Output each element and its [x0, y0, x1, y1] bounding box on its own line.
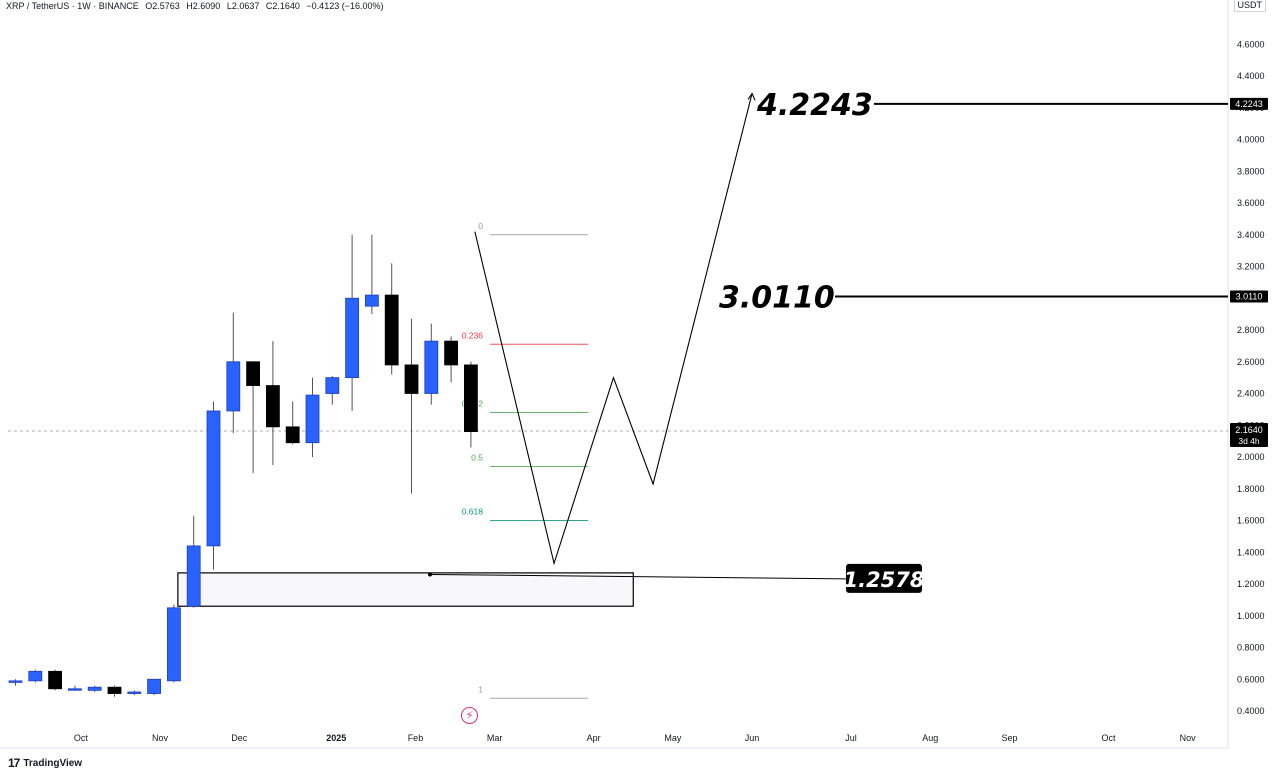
candle-up [166, 607, 181, 682]
x-tick-label: Aug [922, 733, 938, 743]
y-tick-label: 2.8000 [1237, 325, 1265, 335]
ohlc-open: O2.5763 [145, 1, 180, 11]
x-tick-label: Feb [408, 733, 424, 743]
candle-down [285, 426, 300, 444]
ohlc-high: H2.6090 [186, 1, 221, 11]
tradingview-brand: TradingView [23, 757, 83, 769]
y-tick-label: 0.8000 [1237, 643, 1265, 653]
y-tick-label: 2.0000 [1237, 452, 1265, 462]
x-tick-label: May [664, 733, 682, 743]
x-tick-label: Dec [231, 733, 248, 743]
fib-level-label: 1 [478, 684, 483, 694]
demand-zone-box [177, 572, 634, 607]
y-tick-label: 3.4000 [1237, 230, 1265, 240]
projection-polyline [474, 93, 753, 566]
candle-up [345, 297, 360, 379]
support-anchor-dot [428, 572, 432, 577]
y-tick-label: 3.6000 [1237, 198, 1265, 208]
y-tick-label: 4.4000 [1237, 71, 1265, 81]
y-tick-label: 1.0000 [1237, 611, 1265, 621]
y-tick-label: 0.6000 [1237, 674, 1265, 684]
candle-up [28, 670, 43, 682]
target-3-0110-label: 3.0110 [719, 281, 835, 316]
y-tick-label: 1.2000 [1237, 579, 1265, 589]
symbol-header: XRP / TetherUS · 1W · BINANCE O2.5763 H2… [6, 0, 387, 12]
price-axis[interactable]: 4.60004.40004.20004.00003.80003.60003.40… [1230, 39, 1268, 716]
y-tick-label: 2.4000 [1237, 389, 1265, 399]
candle-countdown-label: 3d 4h [1238, 436, 1260, 446]
x-tick-label: Nov [152, 733, 169, 743]
y-tick-label: 1.4000 [1237, 547, 1265, 557]
target-3-0110-axis-label: 3.0110 [1236, 292, 1263, 302]
x-tick-label: 2025 [326, 733, 346, 743]
tradingview-logo-icon: 17 [8, 756, 20, 770]
x-tick-label: Apr [587, 733, 601, 743]
candle-down [463, 364, 478, 432]
candle-down [107, 686, 122, 694]
candle-down [265, 385, 280, 428]
grid-layer [0, 0, 1229, 749]
support-1-2578-label: 1.2578 [843, 568, 924, 592]
x-tick-label: Oct [1101, 733, 1116, 743]
support-1-2578-box [846, 563, 922, 593]
candle-up [305, 394, 320, 444]
price-annotations: 4.2243 3.0110 1.2578 [428, 88, 1228, 593]
y-tick-label: 4.0000 [1237, 135, 1265, 145]
candle-up [364, 294, 379, 307]
ohlc-low: L2.0637 [226, 1, 260, 11]
y-tick-label: 4.6000 [1237, 39, 1265, 49]
candle-up [147, 678, 162, 694]
candle-down [444, 340, 459, 366]
candle-up [226, 361, 241, 412]
candle-down [48, 670, 62, 690]
y-tick-label: 2.6000 [1237, 357, 1265, 367]
y-tick-label: 3.8000 [1237, 166, 1265, 176]
support-connector-line [429, 573, 847, 580]
y-tick-label: 3.2000 [1237, 262, 1265, 272]
current-price-label: 2.1640 [1235, 425, 1263, 435]
y-tick-label: 1.8000 [1237, 484, 1265, 494]
lightning-icon[interactable]: ⚡ [461, 707, 478, 724]
ohlc-close: C2.1640 [265, 1, 300, 11]
current-price-badge [1230, 422, 1268, 447]
target-3-0110-badge [1230, 290, 1268, 303]
ohlc-change: −0.4123 (−16.00%) [306, 1, 384, 11]
y-tick-label: 0.4000 [1237, 706, 1265, 716]
candle-up [87, 686, 102, 691]
projection-path [474, 92, 756, 566]
candle-up [424, 340, 439, 394]
target-4-2243-label: 4.2243 [756, 88, 873, 123]
fib-level-label: 0.236 [462, 330, 484, 340]
candle-down [404, 364, 419, 394]
x-tick-label: Jun [745, 733, 760, 743]
fib-level-label: 0.618 [462, 507, 484, 517]
demand-zone [177, 572, 634, 607]
x-tick-label: Oct [74, 733, 89, 743]
candle-up [186, 545, 201, 607]
currency-badge[interactable]: USDT [1233, 0, 1266, 12]
fib-level-label: 0 [478, 221, 483, 231]
x-tick-label: Nov [1180, 733, 1197, 743]
fib-level-label: 0.5 [471, 453, 483, 463]
projection-arrowhead [747, 92, 756, 101]
candle-up [206, 410, 221, 547]
x-tick-label: Jul [845, 733, 857, 743]
time-axis[interactable]: Oct Nov Dec 2025 Feb Mar Apr May Jun Jul Aug Sep Oct… [74, 733, 1196, 743]
symbol-title[interactable]: XRP / TetherUS · 1W · BINANCE [6, 1, 139, 11]
candle-up [127, 691, 142, 694]
candle-up [68, 688, 82, 691]
candle-up [8, 680, 23, 683]
candle-down [384, 294, 399, 366]
candle-down [246, 361, 261, 386]
x-tick-label: Sep [1001, 733, 1017, 743]
candles [8, 234, 478, 697]
x-tick-label: Mar [487, 733, 503, 743]
candle-up [325, 377, 340, 394]
target-4-2243-axis-label: 4.2243 [1235, 99, 1263, 109]
y-tick-label: 1.6000 [1237, 516, 1265, 526]
target-4-2243-badge [1230, 97, 1268, 110]
tradingview-logo[interactable]: 17 TradingView [8, 756, 82, 770]
